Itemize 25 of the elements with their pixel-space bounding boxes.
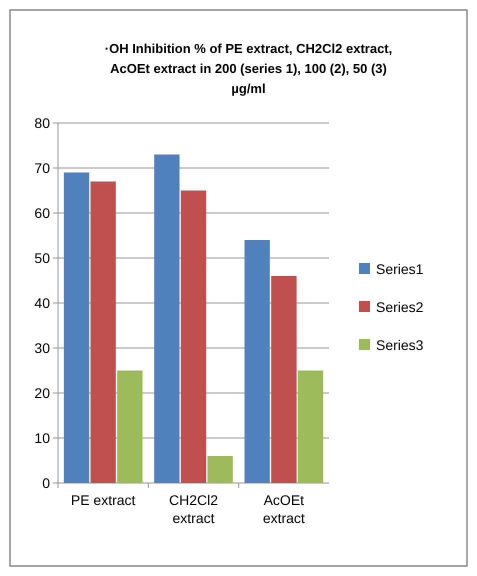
bar	[64, 172, 90, 483]
bar	[271, 276, 296, 483]
legend-label: Series2	[376, 298, 424, 315]
y-tick-label: 70	[34, 160, 50, 176]
y-tick-label: 10	[34, 430, 50, 446]
legend-label: Series3	[376, 336, 424, 353]
bar	[298, 370, 324, 483]
bar	[90, 182, 116, 483]
y-tick-label: 50	[34, 250, 50, 266]
bar	[207, 456, 233, 483]
legend-label: Series1	[376, 260, 424, 277]
y-tick-label: 40	[34, 294, 50, 311]
chart-title: ·OH Inhibition % of PE extract, CH2Cl2 extract, AcOEt extract in 200 (series 1), 100 (2), 50 (3) µg/ml	[104, 41, 392, 96]
x-tick-label: CH2Cl2 extract	[168, 492, 218, 526]
bar	[180, 190, 206, 483]
y-tick-label: 30	[34, 340, 50, 356]
y-tick-label: 80	[34, 114, 50, 131]
bar	[244, 240, 270, 483]
y-tick-label: 0	[42, 474, 50, 491]
bar	[117, 370, 142, 483]
x-tick-label: AcOEt extract	[262, 492, 305, 526]
y-tick-label: 20	[34, 384, 50, 401]
bar	[154, 154, 180, 483]
x-tick-label: PE extract	[70, 492, 136, 508]
y-tick-label: 60	[34, 204, 50, 221]
